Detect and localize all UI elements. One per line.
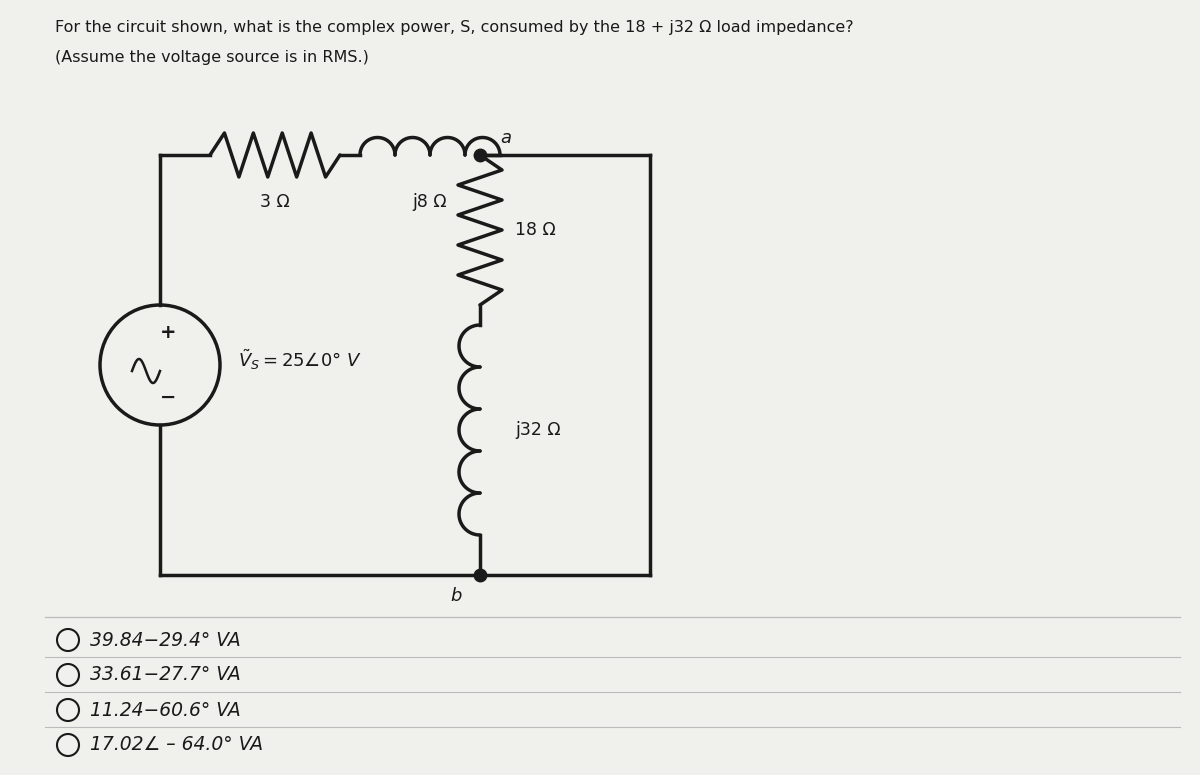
Text: 18 Ω: 18 Ω: [515, 221, 556, 239]
Text: a: a: [500, 129, 511, 147]
Text: For the circuit shown, what is the complex power, S, consumed by the 18 + j32 Ω : For the circuit shown, what is the compl…: [55, 20, 853, 35]
Text: 11.24−60.6° VA: 11.24−60.6° VA: [90, 701, 241, 719]
Text: j32 Ω: j32 Ω: [515, 421, 560, 439]
Text: −: −: [160, 388, 176, 407]
Text: +: +: [160, 323, 176, 343]
Text: j8 Ω: j8 Ω: [413, 193, 448, 211]
Text: b: b: [451, 587, 462, 605]
Text: $\tilde{V}_S = 25\angle 0°\ V$: $\tilde{V}_S = 25\angle 0°\ V$: [238, 348, 361, 372]
Text: 33.61−27.7° VA: 33.61−27.7° VA: [90, 666, 241, 684]
Text: 39.84−29.4° VA: 39.84−29.4° VA: [90, 631, 241, 649]
Text: 3 Ω: 3 Ω: [260, 193, 290, 211]
Text: (Assume the voltage source is in RMS.): (Assume the voltage source is in RMS.): [55, 50, 368, 65]
Text: 17.02∠ – 64.0° VA: 17.02∠ – 64.0° VA: [90, 735, 263, 755]
